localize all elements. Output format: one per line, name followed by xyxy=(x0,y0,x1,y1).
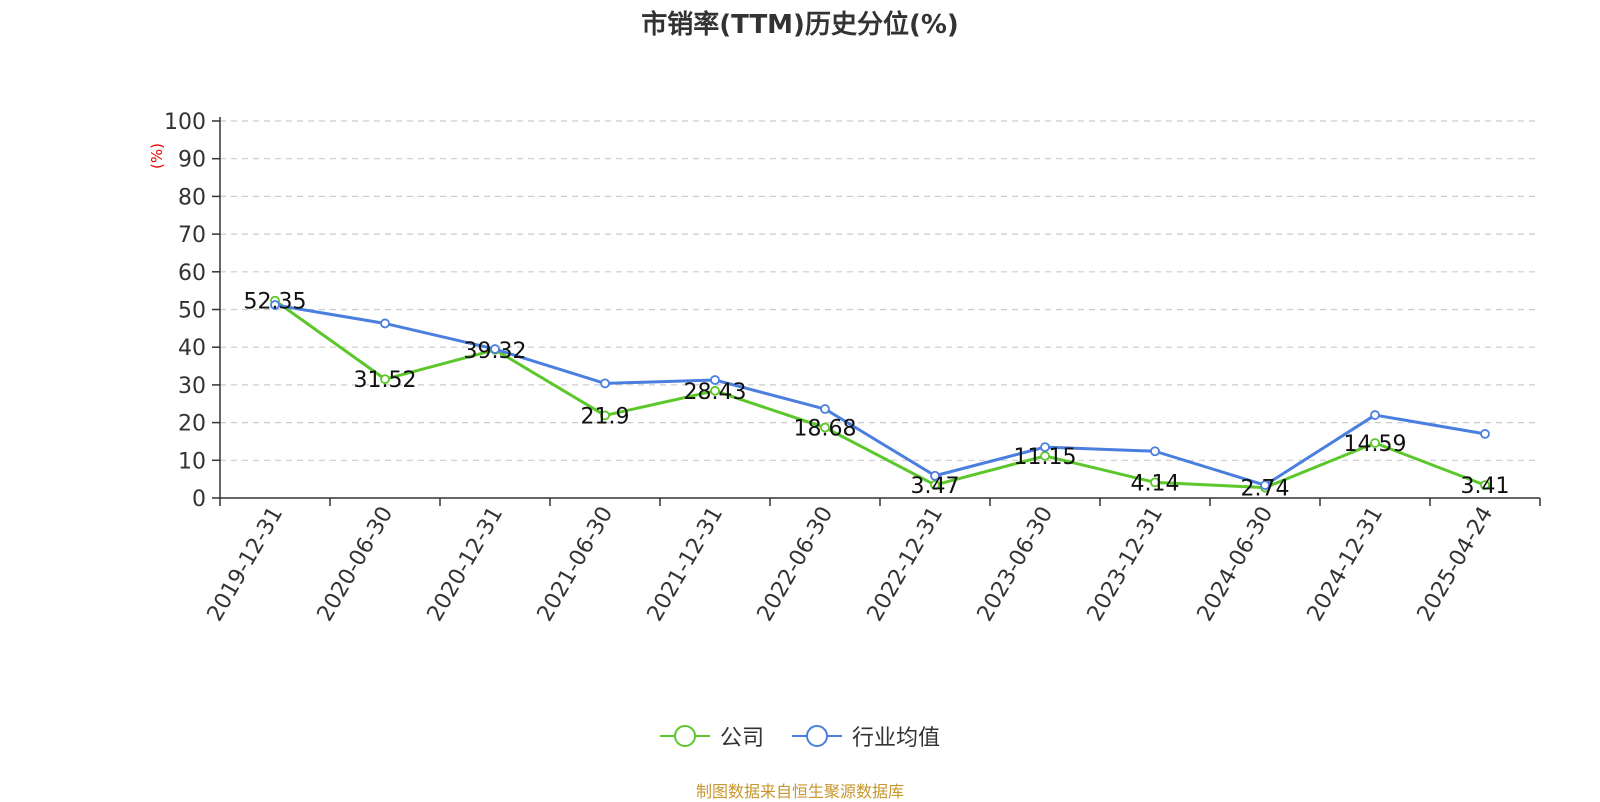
legend-company-circle xyxy=(673,725,696,747)
legend-industry-label: 行业均值 xyxy=(852,726,941,751)
data-label: 39.32 xyxy=(464,339,527,364)
series-point-1 xyxy=(820,404,830,414)
legend-company-label: 公司 xyxy=(719,726,764,751)
series-point-0 xyxy=(1150,477,1160,488)
y-tick-label: 10 xyxy=(178,449,206,474)
series-point-0 xyxy=(600,410,610,421)
data-label-layer: 52.35 31.52 39.32 21.9 28.43 18.68 3.47 11.15 4.… xyxy=(244,290,1510,502)
data-label: 21.9 xyxy=(581,404,630,429)
legend-company-marker xyxy=(659,725,710,747)
series-point-1 xyxy=(1370,410,1380,420)
series-layer xyxy=(270,295,1490,493)
series-point-1 xyxy=(490,344,500,354)
series-point-0 xyxy=(820,422,830,433)
data-label: 28.43 xyxy=(684,380,747,405)
legend-industry-circle xyxy=(806,725,828,747)
legend: 公司 行业均值 xyxy=(0,720,1600,752)
data-label: 3.47 xyxy=(911,474,960,499)
y-tick-label: 0 xyxy=(192,487,206,512)
x-tick-label: 2025-04-24 xyxy=(1413,503,1499,626)
y-axis-label: (%) xyxy=(148,143,166,169)
x-tick-label: 2022-06-30 xyxy=(753,503,839,626)
y-tick-label: 80 xyxy=(178,185,206,210)
series-point-0 xyxy=(710,385,720,396)
series-point-1 xyxy=(1480,429,1490,439)
x-tick-label: 2019-12-31 xyxy=(203,503,289,626)
series-point-1 xyxy=(270,300,280,310)
y-tick-label: 70 xyxy=(178,223,206,248)
data-label: 14.59 xyxy=(1344,432,1407,457)
y-tick-label: 90 xyxy=(178,148,206,173)
legend-industry-marker xyxy=(792,725,842,747)
x-tick-label: 2023-12-31 xyxy=(1083,503,1169,626)
series-point-1 xyxy=(1040,442,1050,453)
series-point-1 xyxy=(1260,480,1270,491)
data-label: 2.74 xyxy=(1241,477,1290,502)
series-point-1 xyxy=(600,378,610,389)
series-point-0 xyxy=(1370,438,1380,448)
y-tick-label: 100 xyxy=(164,110,206,135)
series-line-0 xyxy=(274,299,1486,490)
x-tick-label: 2021-06-30 xyxy=(533,503,619,626)
series-point-1 xyxy=(380,318,390,329)
series-point-0 xyxy=(930,480,940,490)
series-point-0 xyxy=(380,374,390,385)
legend-item-industry[interactable]: 行业均值 xyxy=(792,720,940,752)
y-tick-label: 40 xyxy=(178,336,206,361)
chart-title: 市销率(TTM)历史分位(%) xyxy=(641,10,959,40)
series-line-1 xyxy=(274,303,1486,487)
data-label: 11.15 xyxy=(1014,445,1077,470)
legend-item-company[interactable]: 公司 xyxy=(659,720,764,752)
y-tick-label: 20 xyxy=(178,412,206,437)
y-tick-label: 30 xyxy=(178,374,206,399)
data-label: 3.41 xyxy=(1461,474,1510,499)
x-tick-label: 2020-06-30 xyxy=(313,503,399,626)
series-point-1 xyxy=(1150,446,1160,457)
y-tick-label: 50 xyxy=(178,299,206,324)
x-tick-label: 2024-06-30 xyxy=(1193,503,1279,626)
x-tick-label: 2024-12-31 xyxy=(1303,503,1389,626)
data-label: 4.14 xyxy=(1131,471,1180,496)
series-point-1 xyxy=(710,375,720,385)
series-point-1 xyxy=(930,470,940,481)
x-tick-label: 2022-12-31 xyxy=(863,503,949,626)
series-point-0 xyxy=(1480,480,1490,491)
x-tick-label: 2020-12-31 xyxy=(423,503,509,626)
source-note: 制图数据来自恒生聚源数据库 xyxy=(695,782,904,801)
grid-layer xyxy=(220,120,1540,461)
data-label: 52.35 xyxy=(244,290,307,315)
x-tick-label: 2021-12-31 xyxy=(643,503,729,626)
x-tick-label: 2023-06-30 xyxy=(973,503,1059,626)
data-label: 31.52 xyxy=(354,368,417,393)
y-tick-label: 60 xyxy=(178,261,206,286)
data-label: 18.68 xyxy=(794,417,857,442)
